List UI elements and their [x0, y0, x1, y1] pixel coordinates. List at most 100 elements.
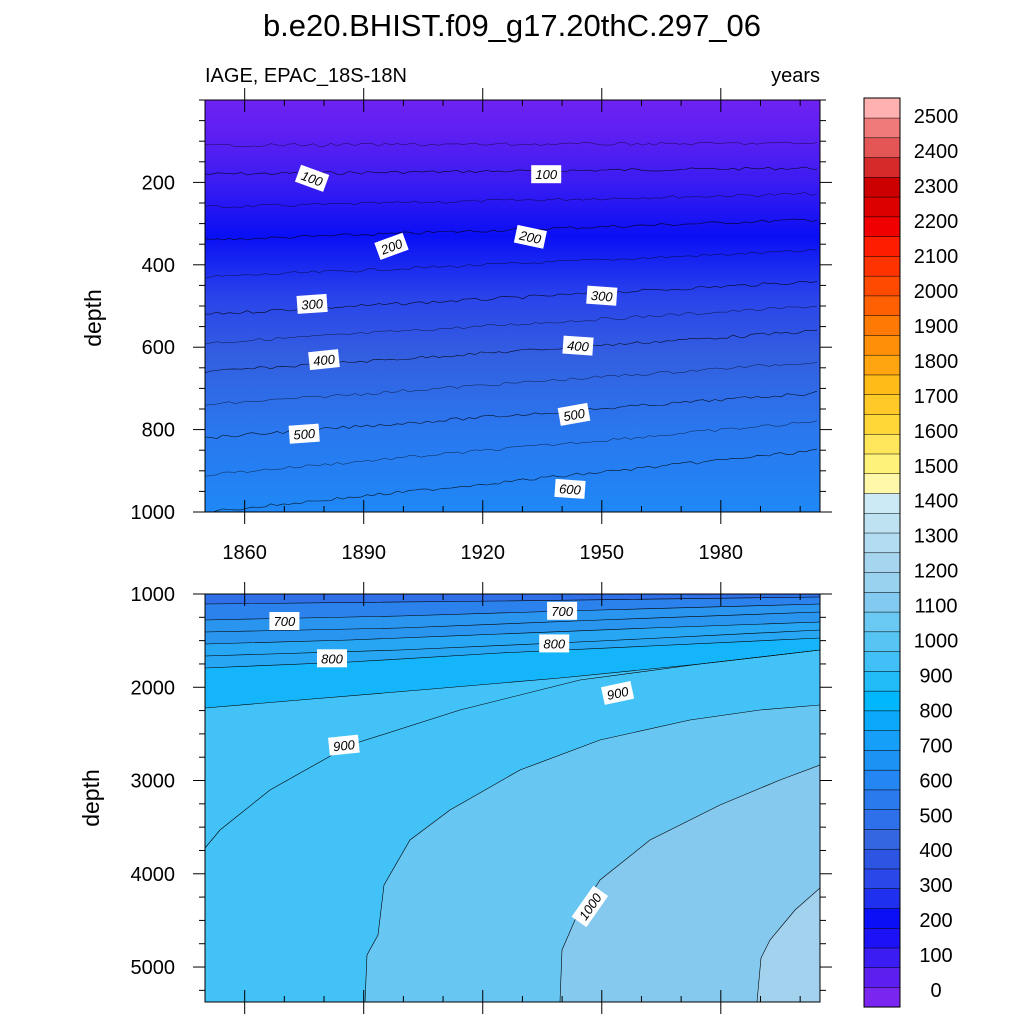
contour-label-text: 100 — [535, 167, 557, 182]
colorbar-cell — [863, 354, 901, 376]
colorbar-label: 2200 — [914, 211, 959, 233]
x-tick-label: 1860 — [222, 542, 267, 564]
upper-ticks: 1860 1890 1920 1950 1980 200 400 600 800 1000 — [131, 88, 832, 564]
colorbar-cell — [863, 651, 901, 672]
contour-label-bg — [269, 612, 300, 630]
lower-ylabel: depth — [78, 769, 104, 827]
colorbar-cell — [863, 611, 901, 633]
colorbar-cell — [863, 769, 901, 791]
contour-line-400 — [205, 329, 818, 374]
contour-label-bg — [557, 402, 591, 426]
contour-label: 600 — [554, 478, 586, 499]
contour-label: 300 — [296, 293, 328, 314]
contour-line-250 — [205, 249, 818, 278]
colorbar-cell — [863, 631, 901, 652]
y-tick-label: 4000 — [131, 864, 176, 886]
y-tick-label: 2000 — [131, 677, 176, 699]
colorbar-cell — [863, 710, 901, 731]
contour-label-bg — [531, 165, 562, 184]
contour-label-text: 600 — [559, 481, 582, 498]
contour-label-text: 700 — [274, 614, 296, 629]
lower-panel: 700 700 800 800 900 900 1000 1000 2000 3000 4000 5… — [78, 582, 832, 1014]
colorbar-label: 1200 — [914, 561, 959, 583]
contour-line-500 — [205, 596, 820, 605]
colorbar-cell — [863, 690, 901, 712]
colorbar-label: 1600 — [914, 421, 959, 443]
colorbar-label: 2000 — [914, 281, 959, 303]
colorbar-cell — [863, 176, 901, 198]
contour-line-600 — [212, 448, 818, 512]
x-tick-label: 1980 — [699, 542, 744, 564]
colorbar-cell — [863, 117, 901, 139]
colorbar-cell — [863, 196, 901, 218]
contour-label-text: 900 — [332, 737, 356, 754]
contour-label-bg — [539, 634, 570, 653]
colorbar-cell — [863, 927, 901, 949]
contour-label-text: 400 — [567, 338, 590, 355]
contour-label-bg — [513, 224, 547, 249]
contour-label-bg — [294, 164, 330, 192]
colorbar-label: 2300 — [914, 176, 959, 198]
contour-label-text: 500 — [562, 405, 587, 424]
contour-label: 800 — [317, 649, 347, 668]
colorbar-label: 1900 — [914, 316, 959, 338]
contour-label-bg — [317, 649, 347, 668]
colorbar-cell — [863, 552, 901, 573]
colorbar-cell — [863, 473, 901, 494]
colorbar-cell — [863, 374, 901, 395]
contour-line-150 — [205, 192, 818, 208]
colorbar-cell — [863, 315, 901, 336]
colorbar-cell — [863, 591, 901, 613]
band-1200-1300 — [757, 888, 820, 1002]
colorbar-cell — [863, 216, 901, 237]
colorbar-cell — [863, 967, 901, 988]
chart-title: b.e20.BHIST.f09_g17.20thC.297_06 — [263, 8, 761, 43]
contour-label-bg — [374, 232, 409, 260]
contour-label-text: 300 — [301, 296, 324, 313]
contour-label: 100 — [294, 164, 330, 192]
colorbar-label: 2100 — [914, 246, 959, 268]
contour-label-text: 400 — [312, 351, 336, 368]
colorbar-label: 100 — [919, 945, 952, 967]
colorbar-cell — [863, 789, 901, 810]
y-tick-label: 600 — [142, 337, 175, 359]
colorbar-cell — [863, 670, 901, 692]
colorbar-label: 500 — [919, 805, 952, 827]
contour-label: 900 — [328, 734, 360, 756]
colorbar-cell — [863, 730, 901, 751]
colorbar-label: 800 — [919, 700, 952, 722]
colorbar-cell — [863, 97, 901, 119]
colorbar-label: 1300 — [914, 526, 959, 548]
contour-label-text: 200 — [517, 227, 543, 247]
y-tick-label: 200 — [142, 172, 175, 194]
band-1100-1200 — [560, 765, 820, 1002]
x-tick-label: 1890 — [341, 542, 386, 564]
contour-label-bg — [586, 285, 618, 306]
y-tick-label: 5000 — [131, 957, 176, 979]
colorbar-cell — [863, 275, 901, 297]
colorbar-cell — [863, 413, 901, 435]
colorbar-cell — [863, 512, 901, 534]
contour-label-bg — [328, 734, 360, 756]
contour-label: 500 — [557, 402, 591, 426]
contour-label: 700 — [547, 601, 578, 620]
colorbar-cell — [863, 137, 901, 158]
colorbar-cell — [863, 749, 901, 771]
colorbar-label: 200 — [919, 910, 952, 932]
upper-contour-labels: 100 100 200 200 300 300 400 400 500 500 600 — [288, 164, 618, 499]
colorbar-cell — [863, 809, 901, 830]
colorbar-cell — [863, 453, 901, 475]
colorbar-label: 1100 — [914, 596, 957, 618]
contour-label-text: 100 — [299, 168, 325, 190]
contour-label-text: 700 — [551, 604, 573, 619]
colorbar-cell — [863, 888, 901, 909]
contour-label: 800 — [539, 634, 570, 653]
contour-line-50 — [205, 141, 818, 147]
colorbar-label: 700 — [919, 735, 952, 757]
colorbar-label: 1000 — [914, 631, 959, 653]
colorbar-label: 1700 — [914, 386, 959, 408]
contour-line-1200 — [559, 764, 820, 1002]
y-tick-label: 400 — [142, 255, 175, 277]
contour-label-bg — [288, 423, 320, 444]
